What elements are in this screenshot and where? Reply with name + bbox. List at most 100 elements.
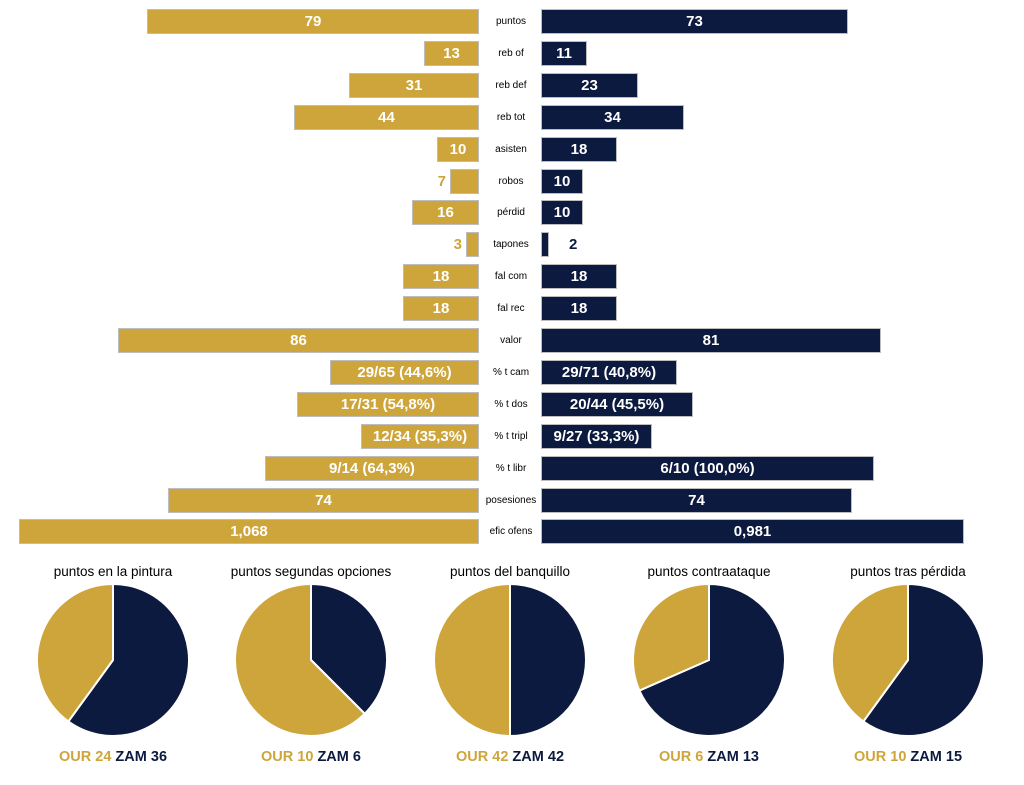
pie-score: OUR 10 ZAM 6 xyxy=(211,749,411,765)
zam-bar: 10 xyxy=(541,169,583,194)
category-label: asisten xyxy=(495,144,527,155)
category-label: % t libr xyxy=(495,463,527,474)
our-points-value: 10 xyxy=(890,749,907,765)
our-team-label: OUR xyxy=(853,749,887,765)
pie-slice-zam xyxy=(638,582,786,737)
zam-team-label: ZAM xyxy=(115,749,147,765)
zam-points-value: 15 xyxy=(945,749,963,765)
zam-team-label: ZAM xyxy=(910,749,942,765)
our-points-value: 24 xyxy=(95,749,112,765)
category-label: fal rec xyxy=(497,303,525,314)
category-label: fal com xyxy=(494,271,528,282)
pie-chart: puntos tras pérdida OUR 10 ZAM 15 xyxy=(808,560,1008,785)
category-label: reb tot xyxy=(496,112,526,123)
our-bar xyxy=(466,232,479,257)
our-bar xyxy=(450,169,479,194)
our-bar: 10 xyxy=(437,137,479,162)
pie-slice-our xyxy=(433,582,511,738)
our-team-label: OUR xyxy=(261,749,294,765)
pie-chart: puntos segundas opciones OUR 10 ZAM 6 xyxy=(211,560,411,785)
pie-slice-our xyxy=(632,582,710,692)
our-bar: 31 xyxy=(349,73,479,98)
pie-title: puntos contraataque xyxy=(647,564,771,579)
zam-points-value: 6 xyxy=(352,749,361,765)
our-bar: 74 xyxy=(168,488,479,513)
category-label: robos xyxy=(498,176,524,187)
pie-score: OUR 6 ZAM 13 xyxy=(609,749,809,765)
zam-points-value: 36 xyxy=(150,749,168,765)
zam-bar: 81 xyxy=(541,328,881,353)
zam-points-value: 42 xyxy=(547,749,565,765)
zam-bar: 74 xyxy=(541,488,852,513)
our-bar: 16 xyxy=(412,200,479,225)
our-points-value: 6 xyxy=(695,749,704,765)
pie-chart: puntos contraataque OUR 6 ZAM 13 xyxy=(609,560,809,785)
zam-team-label: ZAM xyxy=(707,749,739,765)
pie-slice-our xyxy=(36,582,114,723)
pie-chart: puntos del banquillo OUR 42 ZAM 42 xyxy=(410,560,610,785)
zam-bar: 11 xyxy=(541,41,587,66)
category-label: tapones xyxy=(493,239,529,250)
pie-slice-zam xyxy=(861,582,985,737)
pie-chart: puntos en la pintura OUR 24 ZAM 36 xyxy=(13,560,213,785)
zam-bar: 18 xyxy=(541,296,617,321)
our-points-value: 42 xyxy=(492,749,509,765)
pie-slice-zam xyxy=(66,582,190,737)
our-value-label: 3 xyxy=(453,236,462,253)
comparison-bar-chart: puntos 79 73 reb of 13 11 reb def 31 23 reb tot 44… xyxy=(19,9,964,544)
our-team-label: OUR xyxy=(455,749,489,765)
category-label: efic ofens xyxy=(489,526,533,537)
pie-svg xyxy=(632,582,786,737)
pie-svg xyxy=(831,582,985,737)
zam-team-label: ZAM xyxy=(317,749,349,765)
zam-points-value: 13 xyxy=(742,749,759,765)
zam-bar: 18 xyxy=(541,264,617,289)
our-bar: 79 xyxy=(147,9,479,34)
pie-svg xyxy=(36,582,190,737)
our-value-label: 7 xyxy=(437,173,446,190)
pie-slice-our xyxy=(831,582,909,723)
category-label: valor xyxy=(500,335,522,346)
our-team-label: OUR xyxy=(58,749,92,765)
our-bar: 29/65 (44,6%) xyxy=(330,360,479,385)
zam-bar: 0,981 xyxy=(541,519,964,544)
our-bar: 12/34 (35,3%) xyxy=(361,424,479,449)
pie-title: puntos del banquillo xyxy=(449,564,571,579)
our-points-value: 10 xyxy=(297,749,314,765)
category-label: posesiones xyxy=(485,495,537,506)
zam-team-label: ZAM xyxy=(512,749,544,765)
our-bar: 17/31 (54,8%) xyxy=(297,392,479,417)
category-label: pérdid xyxy=(497,207,525,218)
pie-svg xyxy=(433,582,587,738)
zam-bar: 18 xyxy=(541,137,617,162)
our-bar: 9/14 (64,3%) xyxy=(265,456,479,481)
our-bar: 86 xyxy=(118,328,479,353)
pie-title: puntos en la pintura xyxy=(53,564,173,579)
zam-bar xyxy=(541,232,549,257)
our-bar: 18 xyxy=(403,296,479,321)
pie-title: puntos tras pérdida xyxy=(850,564,966,579)
zam-bar: 29/71 (40,8%) xyxy=(541,360,677,385)
category-label: % t dos xyxy=(494,399,528,410)
category-label: % t cam xyxy=(492,367,530,378)
zam-bar: 34 xyxy=(541,105,684,130)
pie-title: puntos segundas opciones xyxy=(230,564,392,579)
pie-slice-zam xyxy=(509,582,587,738)
our-team-label: OUR xyxy=(659,749,692,765)
zam-bar: 20/44 (45,5%) xyxy=(541,392,693,417)
category-label: puntos xyxy=(495,16,527,27)
pie-score: OUR 10 ZAM 15 xyxy=(808,749,1008,765)
zam-bar: 9/27 (33,3%) xyxy=(541,424,652,449)
pie-slice-zam xyxy=(310,582,388,716)
our-bar: 44 xyxy=(294,105,479,130)
zam-bar: 6/10 (100,0%) xyxy=(541,456,874,481)
our-bar: 18 xyxy=(403,264,479,289)
category-label: reb def xyxy=(495,80,527,91)
pie-score: OUR 42 ZAM 42 xyxy=(410,749,610,765)
category-label: reb of xyxy=(498,48,524,59)
pie-slice-our xyxy=(234,582,367,737)
zam-bar: 73 xyxy=(541,9,848,34)
zam-bar: 23 xyxy=(541,73,638,98)
pie-score: OUR 24 ZAM 36 xyxy=(13,749,213,765)
zam-bar: 10 xyxy=(541,200,583,225)
